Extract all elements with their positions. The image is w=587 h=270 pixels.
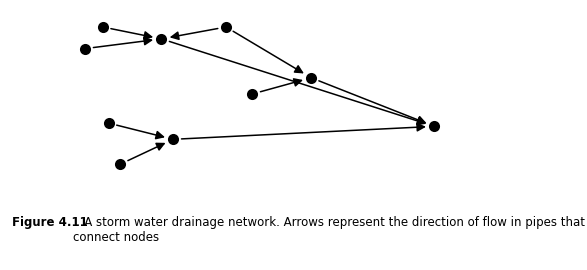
Text: A storm water drainage network. Arrows represent the direction of flow in pipes : A storm water drainage network. Arrows r… bbox=[73, 216, 585, 244]
Text: Figure 4.11: Figure 4.11 bbox=[12, 216, 87, 229]
